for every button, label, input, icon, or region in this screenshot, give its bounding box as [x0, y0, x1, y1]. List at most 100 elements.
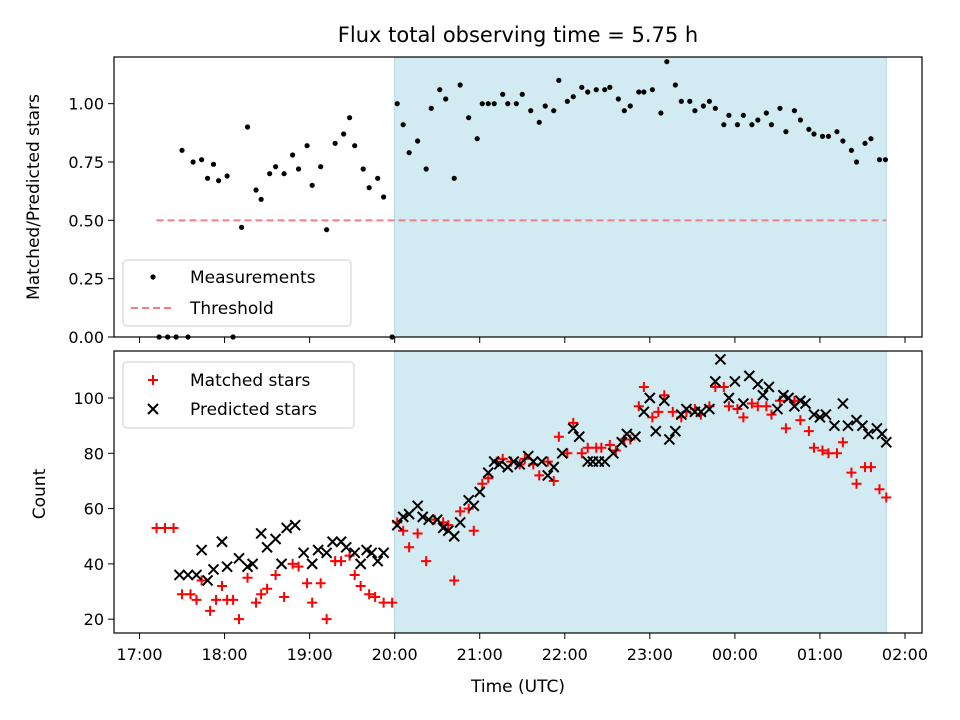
data-point	[548, 461, 560, 473]
data-point	[636, 89, 642, 95]
data-point	[808, 442, 819, 453]
data-point	[233, 552, 245, 565]
data-point	[647, 412, 658, 423]
data-point	[573, 430, 585, 443]
data-point	[513, 458, 526, 471]
data-point	[349, 569, 360, 580]
data-point	[763, 381, 775, 393]
data-point	[391, 519, 403, 531]
data-point	[771, 403, 784, 415]
y-tick-label: 0.25	[68, 270, 104, 289]
data-point	[307, 597, 318, 608]
data-point	[876, 157, 883, 163]
data-point	[216, 536, 228, 548]
data-point	[585, 89, 591, 95]
data-point	[201, 574, 214, 587]
data-point	[336, 556, 347, 567]
data-point	[483, 473, 494, 484]
data-point	[582, 455, 594, 468]
data-point	[182, 569, 194, 581]
data-point	[375, 175, 381, 181]
data-point	[280, 522, 293, 534]
data-point	[783, 129, 789, 135]
data-point	[255, 527, 267, 540]
data-point	[341, 131, 347, 137]
data-point	[485, 101, 491, 107]
data-point	[270, 569, 281, 580]
data-point	[422, 513, 435, 526]
data-point	[649, 87, 655, 93]
data-point	[817, 445, 828, 456]
x-tick-label: 19:00	[287, 645, 333, 664]
data-point	[837, 397, 849, 410]
data-point	[246, 558, 259, 570]
data-point	[880, 436, 892, 448]
data-point	[346, 115, 353, 121]
data-point	[500, 91, 506, 97]
data-point	[723, 401, 734, 412]
data-point	[556, 447, 568, 460]
data-point	[289, 519, 301, 531]
data-point	[457, 82, 463, 88]
y-tick-label: 40	[84, 555, 104, 574]
x-tick-label: 20:00	[372, 645, 418, 664]
data-point	[256, 589, 267, 600]
data-point	[868, 136, 874, 142]
data-point	[834, 129, 840, 135]
data-point	[378, 597, 389, 608]
x-tick-label: 17:00	[116, 645, 162, 664]
data-point	[244, 124, 251, 130]
data-point	[449, 575, 460, 586]
data-point	[780, 423, 791, 434]
data-point	[710, 381, 721, 392]
data-point	[659, 390, 670, 401]
data-point	[876, 428, 888, 440]
data-point	[205, 605, 216, 616]
data-point	[740, 112, 746, 118]
data-point	[723, 392, 735, 404]
data-point	[474, 136, 480, 142]
data-point	[853, 159, 860, 165]
data-point	[474, 486, 486, 498]
data-point	[366, 185, 372, 191]
data-point	[297, 547, 310, 559]
data-point	[658, 395, 670, 407]
data-point	[417, 511, 429, 523]
x-axis-label: Time (UTC)	[470, 677, 565, 697]
data-point	[151, 522, 162, 533]
data-point	[567, 422, 579, 435]
data-point	[287, 558, 298, 569]
data-point	[275, 558, 288, 570]
top-legend-box	[122, 259, 352, 327]
data-point	[411, 500, 424, 512]
data-point	[199, 157, 205, 163]
legend-label-matched: Matched stars	[190, 371, 310, 391]
x-tick-label: 02:00	[882, 645, 928, 664]
data-point	[782, 392, 795, 404]
legend-marker-measurements	[150, 274, 156, 280]
data-point	[258, 196, 264, 202]
data-point	[238, 224, 245, 230]
data-point	[828, 419, 841, 432]
bottom-series-1	[173, 353, 892, 587]
data-point	[726, 112, 732, 118]
y-tick-label: 100	[73, 389, 104, 408]
data-point	[406, 150, 412, 156]
data-point	[615, 96, 621, 102]
data-point	[324, 227, 330, 233]
data-point	[455, 506, 466, 517]
data-point	[607, 447, 619, 460]
data-point	[706, 98, 712, 104]
data-point	[576, 448, 587, 459]
data-point	[306, 558, 318, 570]
data-point	[641, 89, 647, 95]
data-point	[579, 84, 585, 90]
data-point	[352, 143, 358, 149]
data-point	[315, 578, 326, 589]
data-point	[687, 98, 693, 104]
data-point	[644, 392, 656, 404]
data-point	[293, 561, 304, 572]
data-point	[431, 513, 443, 526]
data-point	[454, 516, 466, 529]
